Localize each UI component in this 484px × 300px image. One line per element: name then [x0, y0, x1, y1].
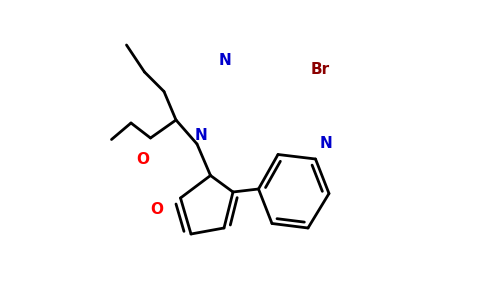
Text: N: N [320, 136, 333, 151]
Text: N: N [219, 53, 232, 68]
Text: O: O [136, 152, 149, 167]
Text: Br: Br [311, 61, 330, 76]
Text: N: N [195, 128, 208, 143]
Text: O: O [151, 202, 164, 217]
